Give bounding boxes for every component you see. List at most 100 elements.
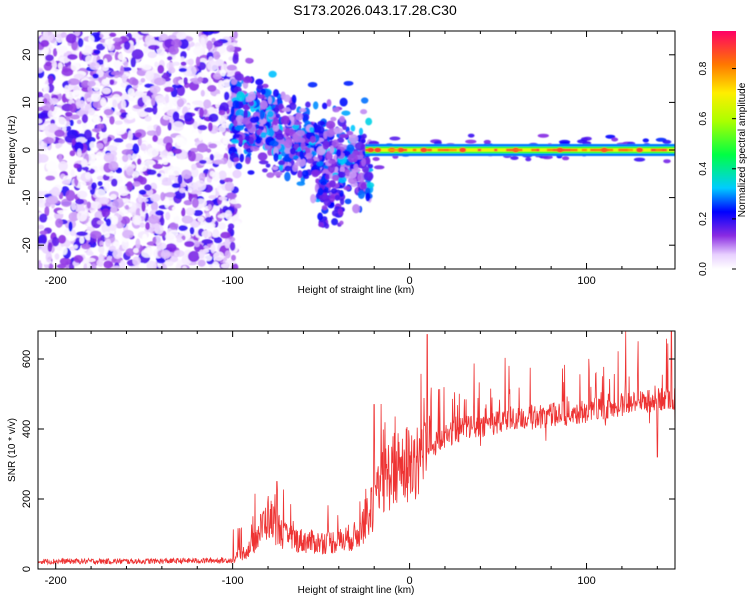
- heatmap-cell: [109, 245, 116, 252]
- snr-ytick-label: 0: [21, 566, 33, 572]
- line-hot-segment: [618, 148, 628, 152]
- heatmap-cell: [309, 126, 315, 133]
- heatmap-cell: [212, 261, 220, 269]
- heatmap-cell: [117, 198, 123, 203]
- heatmap-cell: [135, 91, 146, 97]
- heatmap-cell: [178, 225, 188, 231]
- heatmap-cell: [212, 159, 225, 165]
- heatmap-cell: [160, 217, 165, 226]
- heatmap-cell: [278, 160, 286, 166]
- heatmap-cell: [339, 97, 348, 107]
- line-hot-segment: [515, 148, 523, 152]
- heatmap-cell: [59, 257, 72, 266]
- heatmap-cell: [63, 56, 69, 63]
- heatmap-cell: [105, 238, 112, 248]
- heatmap-cell: [38, 154, 49, 163]
- heatmap-cell: [91, 128, 102, 133]
- heatmap-cell: [88, 35, 95, 44]
- heatmap-cell: [138, 189, 147, 195]
- heatmap-cell: [561, 156, 570, 161]
- snr-xtick-label: -200: [45, 575, 67, 587]
- heatmap-cell: [98, 253, 104, 264]
- heatmap-cell: [81, 166, 90, 171]
- heatmap-cell: [38, 243, 48, 251]
- heatmap-cell: [122, 154, 129, 163]
- heatmap-cell: [43, 83, 50, 94]
- heatmap-cell: [101, 208, 111, 218]
- line-peak: [420, 147, 428, 153]
- heatmap-cell: [187, 251, 200, 262]
- heatmap-cell: [257, 94, 266, 99]
- heatmap-cell: [206, 60, 219, 71]
- line-hot-segment: [427, 148, 431, 152]
- heatmap-cell: [265, 163, 271, 168]
- heatmap-cell: [330, 188, 338, 194]
- heatmap-cell: [249, 116, 259, 124]
- heatmap-cell: [131, 171, 140, 178]
- heatmap-cell: [183, 77, 188, 85]
- heatmap-cell: [197, 76, 204, 82]
- heatmap-cell: [366, 182, 375, 189]
- heatmap-cell: [257, 152, 268, 161]
- heatmap-cell: [230, 78, 238, 85]
- heatmap-cell: [38, 67, 44, 74]
- heatmap-cell: [69, 103, 77, 113]
- heatmap-cell: [176, 31, 187, 40]
- heatmap-cell: [129, 265, 142, 269]
- line-hot-segment: [448, 148, 454, 152]
- line-hot-segment: [581, 148, 588, 152]
- heatmap-cell: [146, 169, 157, 176]
- heatmap-cell: [144, 184, 152, 191]
- heatmap-cell: [230, 139, 240, 144]
- heatmap-cell: [140, 143, 147, 152]
- heatmap-cell: [296, 106, 302, 114]
- colorbar-tick-label: 0.2: [698, 212, 709, 226]
- heatmap-cell: [206, 40, 213, 50]
- heatmap-cell: [50, 186, 60, 198]
- heatmap-cell: [241, 117, 251, 125]
- heatmap-cell: [339, 133, 349, 139]
- heatmap-cell: [184, 241, 195, 247]
- heatmap-cell: [95, 151, 104, 162]
- heatmap-cell: [172, 148, 183, 155]
- heatmap-cell: [65, 33, 77, 44]
- heatmap-cell: [154, 61, 159, 68]
- heatmap-cell: [198, 249, 205, 259]
- heatmap-cell: [58, 138, 66, 144]
- heatmap-cell: [208, 122, 213, 132]
- heatmap-cell: [183, 111, 193, 122]
- heatmap-cell: [173, 215, 180, 224]
- heatmap-cell: [361, 157, 366, 167]
- heatmap-cell: [69, 119, 74, 127]
- heatmap-cell: [353, 163, 359, 171]
- heatmap-cell: [101, 87, 112, 95]
- heatmap-cell: [191, 100, 204, 106]
- heatmap-cell: [193, 209, 203, 217]
- heatmap-cell: [208, 195, 217, 200]
- heatmap-cell: [363, 171, 374, 181]
- heatmap-cell: [283, 139, 293, 149]
- heatmap-cell: [349, 170, 357, 179]
- heatmap-cell: [107, 38, 112, 50]
- heatmap-cell: [81, 80, 91, 88]
- heatmap-cell: [200, 89, 205, 97]
- heatmap-cell: [187, 66, 192, 77]
- line-hot-segment: [393, 148, 402, 152]
- heatmap-cell: [61, 246, 68, 256]
- heatmap-cell: [558, 139, 571, 144]
- heatmap-cell: [203, 99, 212, 109]
- heatmap-cell: [116, 111, 121, 116]
- heatmap-cell: [189, 227, 195, 235]
- spectrogram-ytick-label: 0: [21, 147, 33, 153]
- heatmap-cell: [131, 78, 139, 86]
- heatmap-cell: [248, 136, 255, 145]
- heatmap-cell: [54, 253, 60, 260]
- heatmap-cell: [140, 31, 153, 34]
- heatmap-cell: [42, 98, 48, 104]
- heatmap-cell: [38, 112, 48, 119]
- heatmap-cell: [147, 44, 160, 50]
- heatmap-cell: [169, 256, 179, 263]
- heatmap-cell: [213, 251, 225, 262]
- heatmap-cell: [155, 125, 162, 137]
